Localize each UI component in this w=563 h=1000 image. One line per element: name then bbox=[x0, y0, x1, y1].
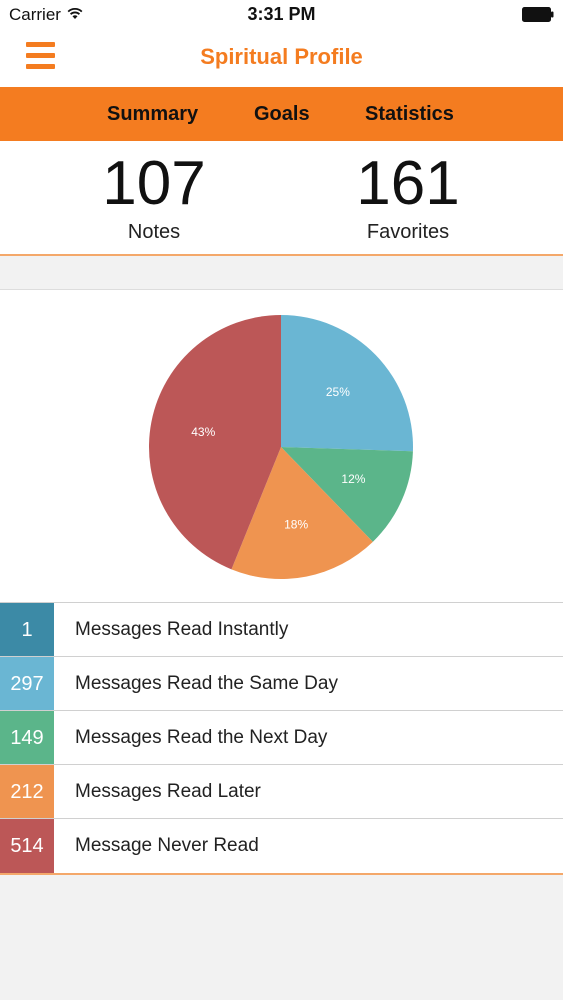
legend-label: Messages Read the Next Day bbox=[75, 727, 328, 748]
legend-count: 514 bbox=[0, 819, 54, 873]
tab-goals[interactable]: Goals bbox=[254, 103, 310, 125]
notes-stat: 107 Notes bbox=[54, 149, 254, 244]
stats-summary: 107 Notes 161 Favorites bbox=[0, 141, 563, 256]
tab-summary[interactable]: Summary bbox=[107, 103, 199, 125]
pie-slice-3 bbox=[149, 315, 281, 570]
pie-slice-label: 25% bbox=[326, 385, 350, 399]
notes-count: 107 bbox=[102, 149, 206, 218]
pie-slice-label: 43% bbox=[191, 425, 215, 439]
legend-count: 297 bbox=[0, 657, 54, 710]
pie-slice-2 bbox=[231, 447, 373, 579]
legend-row: 149 Messages Read the Next Day bbox=[0, 711, 563, 765]
status-time: 3:31 PM bbox=[247, 4, 316, 24]
carrier-label: Carrier bbox=[9, 5, 61, 24]
legend-label: Messages Read the Same Day bbox=[75, 673, 338, 694]
favorites-label: Favorites bbox=[366, 221, 450, 243]
nav-bar: Spiritual Profile bbox=[0, 30, 563, 87]
pie-slice-label: 18% bbox=[284, 518, 308, 532]
legend-row: 514 Message Never Read bbox=[0, 819, 563, 873]
legend-label: Message Never Read bbox=[75, 835, 259, 856]
legend-row: 297 Messages Read the Same Day bbox=[0, 657, 563, 711]
legend-count: 212 bbox=[0, 765, 54, 818]
stats-legend: 1 Messages Read Instantly 297 Messages Read… bbox=[0, 602, 563, 875]
pie-chart: 25% 12% 18% 43% bbox=[149, 315, 414, 579]
page-title: Spiritual Profile bbox=[200, 44, 363, 69]
pie-slice-1 bbox=[281, 447, 413, 542]
tab-bar: Summary Goals Statistics bbox=[0, 87, 563, 141]
hamburger-menu-icon[interactable] bbox=[26, 42, 56, 72]
legend-label: Messages Read Later bbox=[75, 781, 261, 802]
tab-statistics[interactable]: Statistics bbox=[365, 103, 454, 125]
battery-icon bbox=[522, 7, 554, 22]
pie-slice-0 bbox=[281, 315, 414, 452]
notes-label: Notes bbox=[127, 221, 181, 243]
favorites-count: 161 bbox=[356, 149, 460, 218]
pie-slice-label: 12% bbox=[341, 472, 365, 486]
pie-chart-panel: 25% 12% 18% 43% bbox=[0, 289, 563, 602]
legend-count: 149 bbox=[0, 711, 54, 764]
legend-row: 212 Messages Read Later bbox=[0, 765, 563, 819]
legend-label: Messages Read Instantly bbox=[75, 619, 289, 640]
wifi-icon bbox=[67, 7, 83, 19]
status-bar: Carrier 3:31 PM bbox=[0, 0, 563, 30]
favorites-stat: 161 Favorites bbox=[308, 149, 508, 244]
legend-row: 1 Messages Read Instantly bbox=[0, 603, 563, 657]
legend-count: 1 bbox=[0, 603, 54, 656]
